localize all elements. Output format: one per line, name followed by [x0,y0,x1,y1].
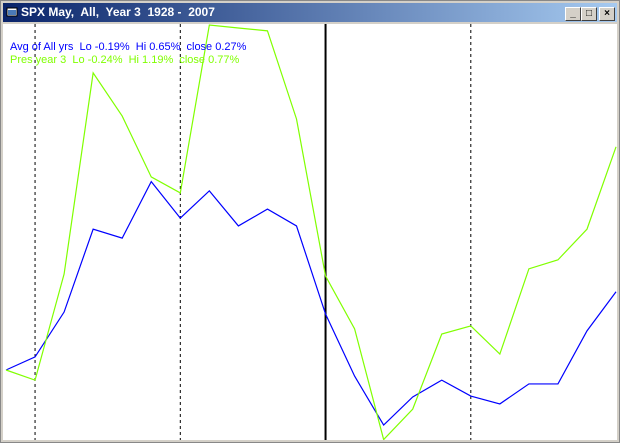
minimize-button[interactable]: _ [565,7,581,21]
legend-avg-all-years: Avg of All yrs Lo -0.19% Hi 0.65% close … [10,41,247,53]
title-bar[interactable]: SPX May, All, Year 3 1928 - 2007 _ □ × [3,3,617,22]
window-title: SPX May, All, Year 3 1928 - 2007 [21,5,215,19]
close-button[interactable]: × [599,7,615,21]
legend-pres-year-3: Pres year 3 Lo -0.24% Hi 1.19% close 0.7… [10,54,240,66]
series-line-pres-year-3 [5,24,617,440]
line-chart [5,24,617,440]
app-icon [6,7,18,17]
maximize-button[interactable]: □ [581,7,597,21]
series-line-avg-all-years [5,180,617,427]
plot-area: Avg of All yrs Lo -0.19% Hi 0.65% close … [3,24,617,440]
